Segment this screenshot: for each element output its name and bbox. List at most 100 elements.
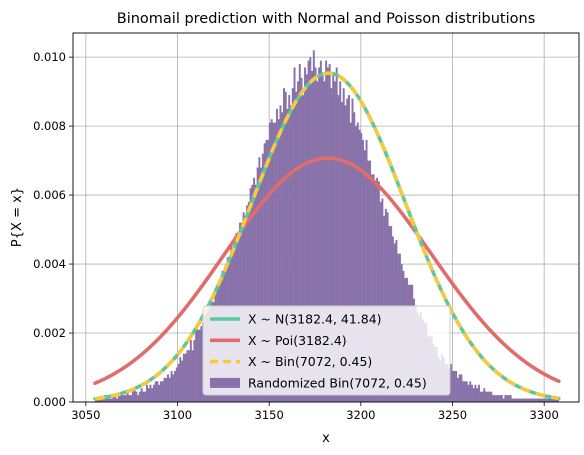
histogram-bar xyxy=(309,57,312,402)
histogram-bar xyxy=(504,395,507,402)
histogram-bar xyxy=(107,398,110,402)
histogram-bar xyxy=(126,391,129,402)
x-axis-ticks: 3050 3100 3150 3200 3250 3300 xyxy=(71,402,559,422)
histogram-bar xyxy=(455,370,458,402)
histogram-bar xyxy=(355,126,357,402)
histogram-bar xyxy=(196,329,199,402)
histogram-bar xyxy=(102,398,104,402)
x-tick-label: 3200 xyxy=(346,408,375,422)
histogram-bar xyxy=(284,91,287,403)
histogram-bar xyxy=(261,153,264,402)
histogram-bar xyxy=(256,167,259,402)
histogram-bar xyxy=(469,381,472,402)
histogram-bar xyxy=(109,398,112,402)
histogram-bar xyxy=(267,139,270,402)
histogram-bar xyxy=(458,374,461,402)
histogram-bar xyxy=(319,60,322,403)
histogram-bar xyxy=(509,395,512,402)
y-axis-label: P{X = x} xyxy=(10,187,25,247)
histogram-bar xyxy=(337,95,340,402)
histogram-bar xyxy=(112,395,115,402)
poisson-curve xyxy=(93,156,561,386)
histogram-bar xyxy=(307,60,310,403)
histogram-bar xyxy=(518,398,521,402)
histogram-bar xyxy=(270,119,273,402)
histogram-bar xyxy=(133,388,136,402)
histogram-bar xyxy=(272,122,275,403)
x-axis-label: x xyxy=(322,431,330,446)
histogram-bar xyxy=(555,398,558,402)
histogram-bar xyxy=(467,384,470,402)
histogram-bar xyxy=(260,167,263,402)
legend: X ~ N(3182.4, 41.84) X ~ Poi(3182.4) X ~ B… xyxy=(202,305,451,396)
histogram-bar xyxy=(263,143,266,402)
histogram-bar xyxy=(302,95,305,402)
x-tick-label: 3150 xyxy=(255,408,284,422)
histogram-bar xyxy=(370,174,373,402)
histogram-bar xyxy=(460,374,463,402)
histogram-bar xyxy=(182,353,185,402)
histogram-bar xyxy=(470,384,473,402)
histogram-bar xyxy=(483,388,486,402)
histogram-bar xyxy=(351,98,354,402)
legend-label: Randomized Bin(7072, 0.45) xyxy=(248,375,427,390)
histogram-bar xyxy=(172,374,175,402)
histogram-bar xyxy=(451,370,454,402)
histogram-bar xyxy=(474,384,477,402)
binomial-curve xyxy=(94,71,560,401)
histogram-bar xyxy=(156,381,159,402)
y-tick-label: 0.008 xyxy=(33,119,66,133)
histogram-bar xyxy=(142,391,145,402)
legend-box xyxy=(202,305,451,396)
histogram-bar xyxy=(340,101,343,403)
legend-label: X ~ Bin(7072, 0.45) xyxy=(248,354,372,369)
histogram-bar xyxy=(145,384,148,402)
histogram-bar xyxy=(304,67,307,402)
histogram-bar xyxy=(154,381,157,402)
histogram-bar xyxy=(316,81,319,403)
histogram-bar xyxy=(188,350,191,402)
histogram-bar xyxy=(161,381,164,402)
histogram-bar xyxy=(277,119,280,402)
histogram-bar xyxy=(344,105,347,402)
histogram-bar xyxy=(557,398,560,402)
histogram-bar xyxy=(499,395,502,402)
histogram-bar xyxy=(293,67,296,402)
histogram-bar xyxy=(147,388,150,402)
histogram-bar xyxy=(372,174,375,402)
histogram-bar xyxy=(198,329,201,402)
histogram-bar xyxy=(381,198,384,402)
histogram-bar xyxy=(124,395,127,402)
histogram-bar xyxy=(476,388,479,402)
histogram-bar xyxy=(377,181,380,402)
histogram-bar xyxy=(184,353,187,402)
histogram-bar xyxy=(513,398,516,402)
histogram-bar xyxy=(130,395,133,402)
histogram-bar xyxy=(179,357,182,402)
y-tick-label: 0.002 xyxy=(33,326,66,340)
histogram-bar xyxy=(275,108,278,403)
histogram-bar xyxy=(472,388,475,402)
histogram-bar xyxy=(98,398,101,402)
histogram-bar xyxy=(282,88,285,403)
histogram-bar xyxy=(492,395,495,402)
histogram-bar xyxy=(105,398,108,402)
histogram-bar xyxy=(530,398,533,402)
histogram-bar xyxy=(462,381,465,402)
histogram-bar xyxy=(290,105,292,402)
x-tick-label: 3100 xyxy=(163,408,192,422)
histogram-bar xyxy=(168,377,171,402)
y-axis-ticks: 0.000 0.002 0.004 0.006 0.008 0.010 xyxy=(33,50,73,409)
histogram-bar xyxy=(332,74,335,402)
x-tick-label: 3250 xyxy=(438,408,467,422)
histogram-bar xyxy=(544,398,547,402)
histogram-bar xyxy=(279,105,282,402)
histogram-bar xyxy=(193,339,196,402)
histogram-bar xyxy=(254,184,257,402)
histogram-bar xyxy=(479,391,482,402)
histogram-bar xyxy=(298,64,301,402)
histogram-bar xyxy=(520,398,523,402)
histogram-bar xyxy=(514,398,517,402)
histogram-bar xyxy=(478,384,480,402)
